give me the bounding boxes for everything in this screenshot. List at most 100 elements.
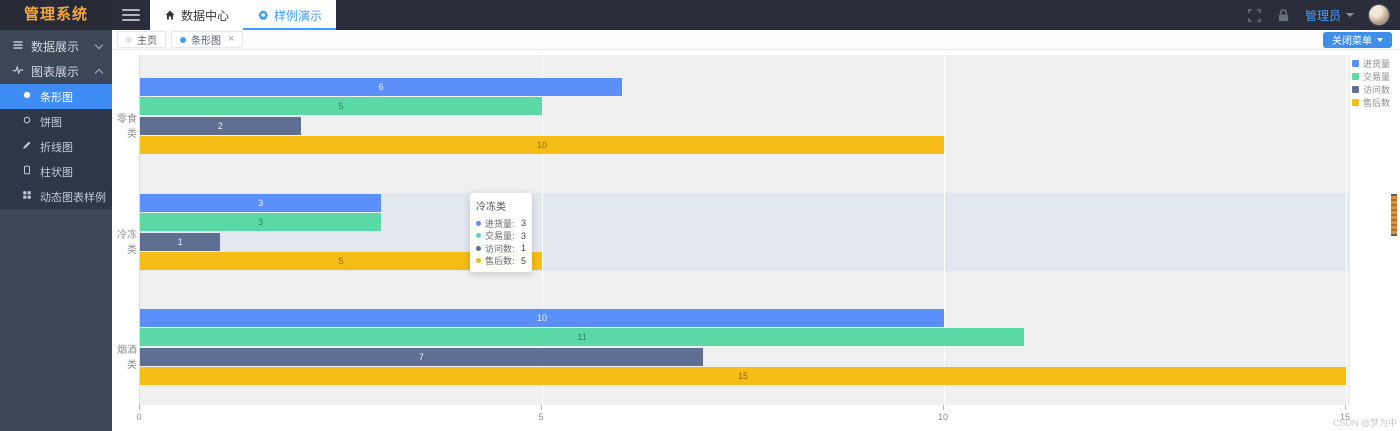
- scrollbar-thumb[interactable]: [1391, 194, 1397, 236]
- gridline: [944, 55, 945, 405]
- tag-dot-icon: [126, 36, 132, 43]
- home-icon: [164, 9, 176, 21]
- tooltip-label: 访问数:: [485, 243, 515, 254]
- sidebar-item-label: 动态图表样例: [40, 191, 106, 204]
- user-menu[interactable]: 管理员: [1305, 7, 1354, 24]
- legend-item[interactable]: 进货量: [1352, 57, 1390, 70]
- chart-bar[interactable]: 10: [140, 309, 944, 327]
- series-dot-icon: [476, 233, 481, 239]
- header-tab-label: 数据中心: [181, 8, 230, 23]
- legend-item[interactable]: 访问数: [1352, 83, 1390, 96]
- sidebar-item-dynamic-chart-sample[interactable]: 动态图表样例: [0, 184, 112, 209]
- sidebar-item-bar-chart[interactable]: 条形图: [0, 84, 112, 109]
- chart-bar[interactable]: 5: [140, 97, 542, 115]
- legend-label: 进货量: [1363, 59, 1391, 69]
- legend-swatch: [1352, 86, 1359, 93]
- header-tab-data-center[interactable]: 数据中心: [150, 0, 243, 30]
- user-avatar[interactable]: [1368, 4, 1390, 26]
- tag-label: 主页: [137, 36, 157, 47]
- tooltip-row: 售后数: 5: [476, 255, 526, 268]
- header-right-tools: 管理员: [1247, 0, 1400, 30]
- tooltip-value: 5: [520, 255, 526, 266]
- bar-value-label: 5: [338, 101, 344, 111]
- chart-bar[interactable]: 5: [140, 252, 542, 270]
- bar-value-label: 3: [258, 217, 264, 227]
- sidebar-submenu: 条形图 饼图 折线图 柱状图 动态图表样例: [0, 84, 112, 209]
- pulse-chart-icon: [12, 64, 24, 79]
- tag-bar: 主页 条形图 × 关闭菜单: [112, 30, 1400, 50]
- chart-bar[interactable]: 10: [140, 136, 944, 154]
- chevron-down-icon: [1346, 13, 1354, 17]
- chart-bar[interactable]: 15: [140, 367, 1346, 385]
- tooltip-label: 进货量:: [485, 218, 515, 229]
- chart-bar[interactable]: 3: [140, 194, 382, 212]
- close-menu-button[interactable]: 关闭菜单: [1323, 31, 1392, 48]
- y-category-label: 冷冻类: [117, 230, 137, 256]
- tooltip-row: 交易量: 3: [476, 230, 526, 243]
- app-header: 管理系统 数据中心 样例演示: [0, 0, 1400, 30]
- chart-legend: 进货量 交易量 访问数 售后数: [1352, 57, 1390, 109]
- chart-bar[interactable]: 6: [140, 78, 623, 96]
- bar-value-label: 15: [737, 371, 749, 381]
- username-label: 管理员: [1304, 8, 1341, 23]
- chevron-down-icon: [1377, 37, 1383, 42]
- tooltip-title: 冷冻类: [476, 202, 506, 213]
- lock-icon[interactable]: [1276, 8, 1291, 23]
- bar-value-label: 5: [338, 256, 344, 266]
- legend-swatch: [1352, 99, 1359, 106]
- series-dot-icon: [476, 245, 481, 251]
- tooltip-value: 3: [520, 230, 526, 241]
- bar-value-label: 3: [258, 198, 264, 208]
- series-dot-icon: [476, 258, 481, 264]
- sidebar-item-line-chart[interactable]: 折线图: [0, 134, 112, 159]
- bar-value-label: 1: [177, 237, 183, 247]
- gridline: [1346, 55, 1347, 405]
- tooltip-row: 访问数: 1: [476, 242, 526, 255]
- filled-circle-icon: [22, 90, 32, 103]
- x-tick-label: 15: [1339, 412, 1351, 422]
- chart-bar[interactable]: 2: [140, 117, 301, 135]
- sidebar-item-chart-display[interactable]: 图表展示: [0, 59, 112, 84]
- grid-icon: [22, 190, 32, 203]
- tag-dot-icon: [180, 36, 186, 43]
- legend-item[interactable]: 交易量: [1352, 70, 1390, 83]
- sidebar-item-column-chart[interactable]: 柱状图: [0, 159, 112, 184]
- tooltip-value: 3: [520, 218, 526, 229]
- legend-label: 售后数: [1363, 98, 1391, 108]
- x-tick-label: 5: [538, 412, 544, 422]
- gridline: [542, 55, 543, 405]
- bar-value-label: 7: [418, 352, 424, 362]
- series-dot-icon: [476, 220, 481, 226]
- x-axis: 0 5 10 15: [136, 405, 1351, 429]
- fullscreen-icon[interactable]: [1247, 8, 1262, 23]
- tooltip-label: 交易量:: [485, 231, 515, 242]
- tag-label: 条形图: [191, 36, 221, 47]
- chart-bar[interactable]: 11: [140, 328, 1025, 346]
- list-icon: [12, 39, 24, 54]
- close-icon[interactable]: ×: [228, 33, 235, 45]
- sidebar-item-label: 图表展示: [31, 65, 80, 79]
- chart-bar[interactable]: 7: [140, 348, 703, 366]
- tooltip-value: 1: [520, 243, 526, 254]
- chart-bar[interactable]: 3: [140, 213, 382, 231]
- tag-home[interactable]: 主页: [117, 31, 166, 48]
- sidebar-item-pie-chart[interactable]: 饼图: [0, 109, 112, 134]
- sidebar-item-label: 饼图: [40, 116, 62, 129]
- tag-bar-chart[interactable]: 条形图 ×: [171, 31, 244, 48]
- sidebar-item-data-display[interactable]: 数据展示: [0, 34, 112, 59]
- legend-swatch: [1352, 73, 1359, 80]
- sidebar-toggle-icon[interactable]: [112, 0, 150, 30]
- header-tab-sample-demo[interactable]: 样例演示: [243, 0, 337, 30]
- x-tick-mark: [139, 405, 140, 410]
- sidebar-item-label: 数据展示: [31, 40, 80, 54]
- chevron-down-icon: [94, 40, 104, 50]
- legend-label: 交易量: [1363, 72, 1391, 82]
- column-icon: [22, 165, 32, 178]
- bar-value-label: 10: [536, 140, 548, 150]
- bar-value-label: 11: [577, 332, 587, 342]
- legend-item[interactable]: 售后数: [1352, 96, 1390, 109]
- chart-panel: 6 3 10 5 3 11 2 1 7 10 5 15 零食类 冷冻类 烟酒类 0 5 10 15 进货量 …: [112, 50, 1400, 431]
- chart-bar[interactable]: 1: [140, 233, 221, 251]
- y-category-label: 零食类: [117, 114, 137, 140]
- legend-swatch: [1352, 60, 1359, 67]
